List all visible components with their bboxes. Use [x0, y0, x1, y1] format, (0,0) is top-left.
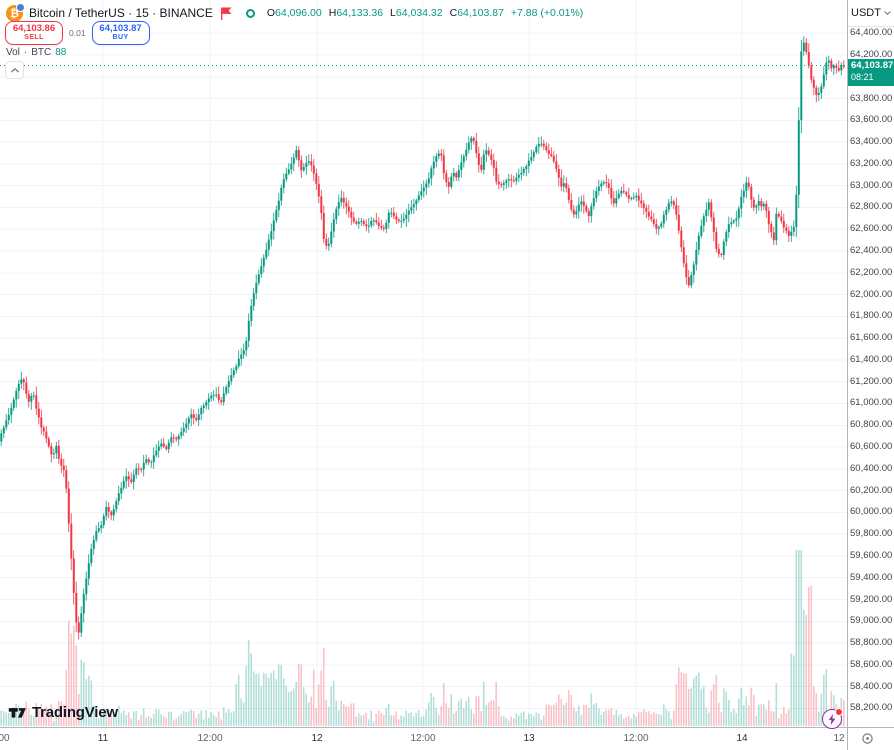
- price-tick-label: 58,800.00: [850, 637, 893, 648]
- price-tick-label: 59,000.00: [850, 615, 893, 626]
- ohlc-values: O64,096.00 H64,133.36 L64,034.32 C64,103…: [266, 7, 584, 19]
- market-open-dot-icon: [245, 8, 255, 18]
- price-tick-label: 64,200.00: [850, 49, 893, 60]
- price-tick-label: 60,000.00: [850, 506, 893, 517]
- price-tick-label: 61,200.00: [850, 376, 893, 387]
- time-tick-label: 12: [311, 733, 323, 744]
- price-tick-label: 61,800.00: [850, 310, 893, 321]
- time-tick-label: 00: [0, 733, 10, 744]
- price-tick-label: 63,800.00: [850, 93, 893, 104]
- price-tick-label: 59,800.00: [850, 528, 893, 539]
- tradingview-logo[interactable]: TradingView: [8, 703, 118, 722]
- price-tick-label: 64,400.00: [850, 27, 893, 38]
- price-tick-label: 61,600.00: [850, 332, 893, 343]
- symbol-badge-icon: [16, 2, 25, 12]
- last-price-label: 64,103.87 08:21: [848, 59, 894, 86]
- chevron-down-icon: [884, 11, 891, 15]
- price-tick-label: 58,400.00: [850, 681, 893, 692]
- candlestick-chart-canvas[interactable]: [0, 0, 847, 727]
- price-tick-label: 59,600.00: [850, 550, 893, 561]
- bitcoin-icon: ₿: [6, 2, 25, 22]
- time-axis-border: [0, 727, 894, 728]
- quick-trade-lightning-button[interactable]: [822, 708, 843, 729]
- price-tick-label: 61,000.00: [850, 397, 893, 408]
- trade-buttons: 64,103.86 SELL 0.01 64,103.87 BUY: [5, 21, 150, 45]
- price-tick-label: 59,200.00: [850, 594, 893, 605]
- price-tick-label: 63,000.00: [850, 180, 893, 191]
- symbol-legend: ₿ Bitcoin / TetherUS · 15 · BINANCE O64,…: [6, 2, 584, 22]
- price-tick-label: 62,000.00: [850, 289, 893, 300]
- price-axis[interactable]: 64,400.0064,200.0064,000.0063,800.0063,6…: [850, 0, 894, 727]
- time-tick-label: 12:00: [197, 733, 223, 744]
- symbol-title[interactable]: Bitcoin / TetherUS · 15 · BINANCE: [29, 6, 213, 20]
- price-tick-label: 62,200.00: [850, 267, 893, 278]
- currency-unit-selector[interactable]: USDT: [848, 0, 894, 27]
- bar-countdown: 08:21: [851, 72, 874, 82]
- price-tick-label: 60,600.00: [850, 441, 893, 452]
- volume-value: 88: [55, 47, 67, 58]
- time-tick-label: 13: [523, 733, 535, 744]
- price-tick-label: 63,600.00: [850, 114, 893, 125]
- sell-button[interactable]: 64,103.86 SELL: [5, 21, 63, 45]
- price-tick-label: 61,400.00: [850, 354, 893, 365]
- price-tick-label: 63,200.00: [850, 158, 893, 169]
- price-tick-label: 62,800.00: [850, 201, 893, 212]
- scale-target-icon[interactable]: [861, 732, 874, 745]
- time-tick-label: 12:00: [623, 733, 649, 744]
- price-tick-label: 60,400.00: [850, 463, 893, 474]
- price-tick-label: 62,400.00: [850, 245, 893, 256]
- price-tick-label: 63,400.00: [850, 136, 893, 147]
- volume-legend: Vol · BTC 88: [6, 47, 67, 58]
- price-tick-label: 62,600.00: [850, 223, 893, 234]
- spread-value: 0.01: [66, 28, 89, 38]
- time-tick-label: 11: [97, 733, 109, 744]
- time-tick-label: 12: [833, 733, 845, 744]
- time-axis[interactable]: 00 11 12:00 12 12:00 13 12:00 14 12: [0, 728, 847, 750]
- price-axis-border: [847, 0, 848, 750]
- pane-collapse-button[interactable]: [5, 61, 24, 79]
- price-tick-label: 60,200.00: [850, 485, 893, 496]
- flag-icon[interactable]: [220, 7, 232, 20]
- price-change: +7.88 (+0.01%): [510, 7, 584, 19]
- price-tick-label: 59,400.00: [850, 572, 893, 583]
- notification-dot: [835, 708, 843, 716]
- price-tick-label: 58,200.00: [850, 702, 893, 713]
- time-tick-label: 12:00: [410, 733, 436, 744]
- lightning-icon: [828, 713, 836, 725]
- buy-button[interactable]: 64,103.87 BUY: [91, 21, 150, 45]
- price-tick-label: 60,800.00: [850, 419, 893, 430]
- time-tick-label: 14: [736, 733, 748, 744]
- tradingview-logo-icon: [8, 708, 26, 718]
- price-tick-label: 58,600.00: [850, 659, 893, 670]
